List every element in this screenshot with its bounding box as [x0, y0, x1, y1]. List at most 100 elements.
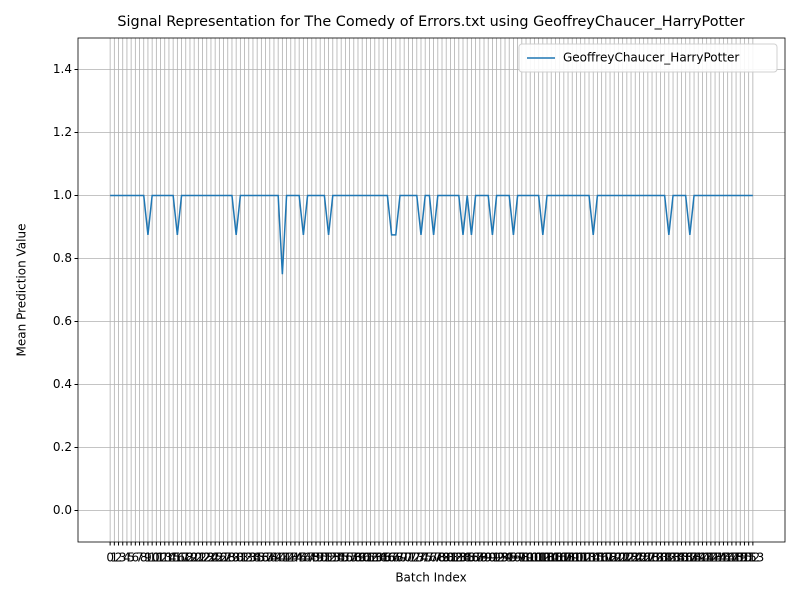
- x-tick-label: 49: [308, 551, 323, 565]
- x-tick-label: 80: [439, 551, 454, 565]
- y-axis-label: Mean Prediction Value: [15, 224, 29, 357]
- x-tick-label: 108: [552, 551, 575, 565]
- x-tick-label: 148: [720, 551, 743, 565]
- x-tick-label: 71: [401, 551, 416, 565]
- x-tick-label: 122: [611, 551, 634, 565]
- x-tick-label: 102: [527, 551, 550, 565]
- x-tick-label: 26: [212, 551, 227, 565]
- x-tick-label: 142: [695, 551, 718, 565]
- x-tick-label: 36: [254, 551, 269, 565]
- x-tick-label: 1: [111, 551, 119, 565]
- x-tick-label: 83: [451, 551, 466, 565]
- x-tick-label: 112: [569, 551, 592, 565]
- x-tick-label: 94: [497, 551, 512, 565]
- x-tick-label: 125: [624, 551, 647, 565]
- x-tick-label: 149: [725, 551, 748, 565]
- x-tick-label: 105: [540, 551, 563, 565]
- x-tick-label: 15: [166, 551, 181, 565]
- x-tick-label: 98: [514, 551, 529, 565]
- x-tick-label: 76: [422, 551, 437, 565]
- x-tick-label: 19: [182, 551, 197, 565]
- x-tick-label: 13: [157, 551, 172, 565]
- x-tick-label: 40: [271, 551, 286, 565]
- chart-title: Signal Representation for The Comedy of …: [117, 14, 744, 30]
- x-tick-label: 106: [544, 551, 567, 565]
- plot-frame: [77, 37, 786, 543]
- x-tick-label: 18: [178, 551, 193, 565]
- x-tick-label: 117: [590, 551, 613, 565]
- x-tick-label: 113: [573, 551, 596, 565]
- x-tick-label: 0: [106, 551, 114, 565]
- x-tick-label: 87: [468, 551, 483, 565]
- x-tick-label: 84: [455, 551, 470, 565]
- x-tick-label: 70: [397, 551, 412, 565]
- x-tick-label: 85: [460, 551, 475, 565]
- x-tick-label: 75: [418, 551, 433, 565]
- x-tick-label: 88: [472, 551, 487, 565]
- x-tick-label: 65: [376, 551, 391, 565]
- x-tick-label: 12: [153, 551, 168, 565]
- x-tick-label: 41: [275, 551, 290, 565]
- x-tick-label: 51: [317, 551, 332, 565]
- x-tick-label: 25: [208, 551, 223, 565]
- x-tick-label: 5: [127, 551, 135, 565]
- x-tick-label: 118: [594, 551, 617, 565]
- x-tick-label: 137: [674, 551, 697, 565]
- x-tick-label: 44: [287, 551, 302, 565]
- x-tick-label: 152: [737, 551, 760, 565]
- y-tick-label: 0.6: [53, 314, 72, 328]
- x-tick-label: 107: [548, 551, 571, 565]
- x-tick-label: 147: [716, 551, 739, 565]
- x-tick-label: 27: [216, 551, 231, 565]
- x-tick-label: 7: [136, 551, 144, 565]
- x-tick-label: 126: [628, 551, 651, 565]
- x-tick-label: 141: [691, 551, 714, 565]
- x-tick-label: 119: [599, 551, 622, 565]
- x-tick-label: 130: [645, 551, 668, 565]
- x-tick-label: 46: [296, 551, 311, 565]
- x-tick-label: 39: [266, 551, 281, 565]
- x-tick-label: 144: [704, 551, 727, 565]
- x-tick-label: 67: [384, 551, 399, 565]
- x-tick-label: 74: [413, 551, 428, 565]
- x-tick-label: 21: [191, 551, 206, 565]
- x-tick-label: 103: [531, 551, 554, 565]
- x-tick-label: 59: [350, 551, 365, 565]
- x-tick-label: 32: [237, 551, 252, 565]
- x-tick-label: 64: [371, 551, 386, 565]
- x-tick-label: 127: [632, 551, 655, 565]
- x-tick-label: 37: [258, 551, 273, 565]
- x-tick-label: 145: [708, 551, 731, 565]
- x-tick-label: 58: [346, 551, 361, 565]
- x-tick-label: 42: [279, 551, 294, 565]
- x-tick-label: 89: [476, 551, 491, 565]
- x-tick-label: 29: [224, 551, 239, 565]
- x-tick-label: 153: [741, 551, 764, 565]
- x-tick-label: 81: [443, 551, 458, 565]
- x-tick-label: 63: [367, 551, 382, 565]
- x-tick-label: 14: [161, 551, 176, 565]
- x-tick-label: 110: [561, 551, 584, 565]
- x-tick-label: 2: [115, 551, 123, 565]
- x-tick-label: 91: [485, 551, 500, 565]
- x-tick-label: 23: [199, 551, 214, 565]
- x-tick-label: 136: [670, 551, 693, 565]
- x-tick-label: 11: [149, 551, 164, 565]
- x-tick-label: 43: [283, 551, 298, 565]
- x-tick-label: 69: [392, 551, 407, 565]
- x-tick-label: 60: [355, 551, 370, 565]
- x-tick-label: 123: [615, 551, 638, 565]
- x-tick-label: 95: [502, 551, 517, 565]
- x-tick-label: 104: [536, 551, 559, 565]
- x-tick-label: 150: [729, 551, 752, 565]
- x-tick-label: 50: [313, 551, 328, 565]
- data-line: [110, 194, 753, 275]
- x-axis-label: Batch Index: [395, 571, 466, 585]
- y-tick-label: 1.4: [53, 62, 72, 76]
- x-tick-label: 111: [565, 551, 588, 565]
- x-tick-label: 3: [119, 551, 127, 565]
- x-tick-label: 61: [359, 551, 374, 565]
- y-tick-label: 0.0: [53, 503, 72, 517]
- x-tick-label: 93: [493, 551, 508, 565]
